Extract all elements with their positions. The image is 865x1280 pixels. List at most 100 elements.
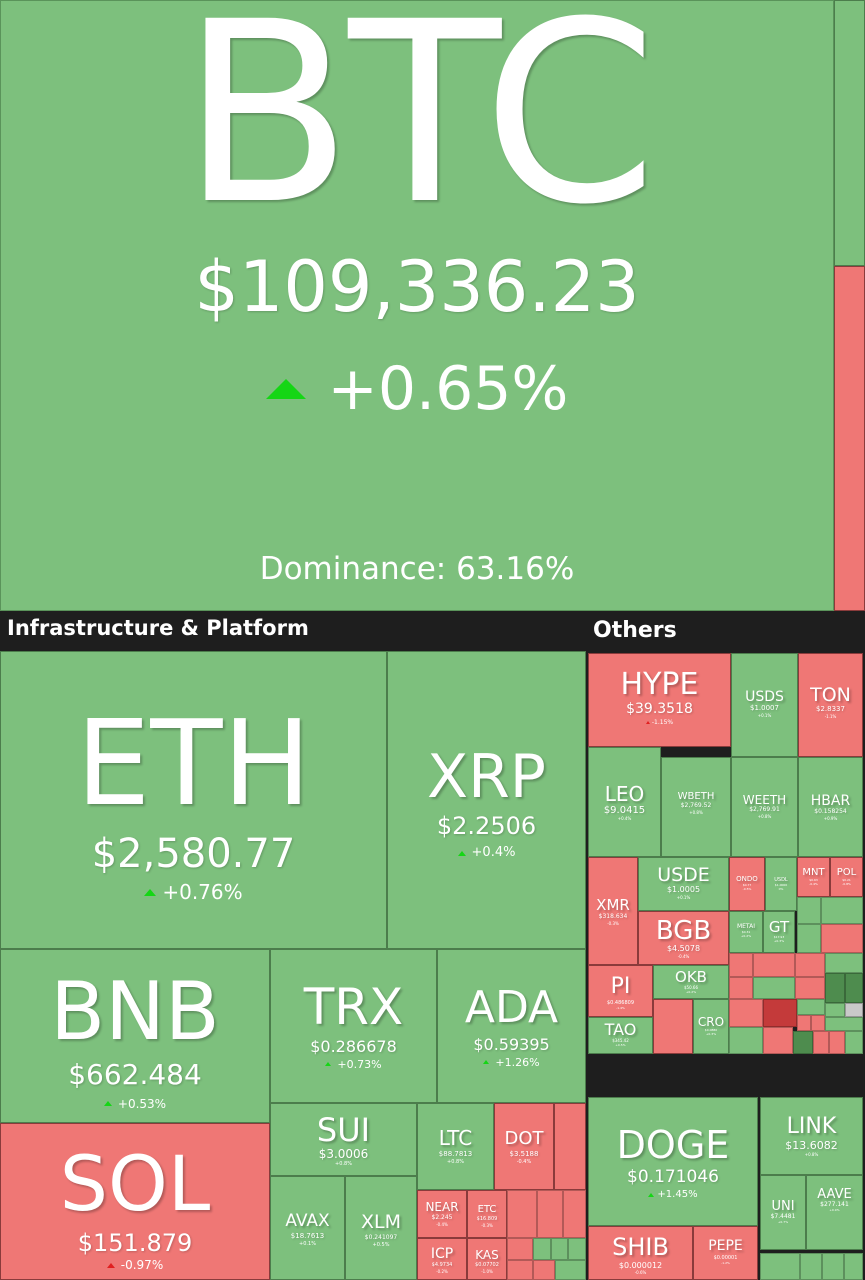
tile-icp[interactable]: ICP $4.9734 -0.2%: [417, 1238, 467, 1280]
pi-price: $0.486809: [606, 1000, 635, 1006]
tile-small[interactable]: [507, 1190, 537, 1238]
tile-small[interactable]: [811, 1015, 825, 1031]
tile-small[interactable]: [555, 1260, 586, 1280]
tile-small[interactable]: [533, 1238, 551, 1260]
tile-leo[interactable]: LEO $9.0415 +0.4%: [588, 747, 661, 857]
dot-symbol: DOT: [504, 1128, 544, 1149]
tile-small[interactable]: [825, 1003, 845, 1017]
tile-pepe[interactable]: PEPE $0.00001 -1.2%: [693, 1226, 758, 1280]
tile-small[interactable]: [753, 977, 795, 999]
tile-btc[interactable]: BTC $109,336.23 +0.65% Dominance: 63.16%: [0, 0, 834, 611]
tile-small[interactable]: [753, 953, 795, 977]
hype-change: -1.15%: [651, 719, 674, 727]
tile-sui[interactable]: SUI $3.0006 +0.8%: [270, 1103, 417, 1176]
tile-tao[interactable]: TAO $345.42 +0.5%: [588, 1017, 653, 1054]
tile-small[interactable]: [729, 953, 753, 977]
tile-near[interactable]: NEAR $2.245 -0.4%: [417, 1190, 467, 1238]
sol-symbol: SOL: [59, 1139, 211, 1228]
tile-metai[interactable]: METAI $0.31 +0.2%: [729, 911, 763, 953]
tile-small[interactable]: [653, 999, 693, 1054]
tile-small[interactable]: [507, 1238, 533, 1260]
tile-okb[interactable]: OKB $50.66 +0.2%: [653, 965, 729, 999]
tile-small[interactable]: [533, 1260, 555, 1280]
tile-small[interactable]: [563, 1190, 586, 1238]
tile-small[interactable]: [845, 1003, 863, 1017]
tile-small[interactable]: [729, 1027, 763, 1054]
tile-small[interactable]: [795, 977, 825, 999]
tile-small[interactable]: [763, 1027, 793, 1054]
tile-aave[interactable]: AAVE $277.141 +0.9%: [806, 1175, 863, 1250]
tile-weeth[interactable]: WEETH $2,769.91 +0.8%: [731, 757, 798, 857]
usdl-change: 0%: [778, 887, 784, 891]
tile-ada[interactable]: ADA $0.59395 +1.26%: [437, 949, 586, 1103]
tile-small[interactable]: [800, 1253, 822, 1280]
tile-wbeth[interactable]: WBETH $2,769.52 +0.8%: [661, 757, 731, 857]
tile-small[interactable]: [844, 1253, 863, 1280]
tile-dot[interactable]: DOT $3.5188 -0.4%: [494, 1103, 554, 1190]
tile-small[interactable]: [763, 999, 797, 1027]
tile-small[interactable]: [551, 1238, 568, 1260]
tile-small[interactable]: [797, 924, 821, 953]
tile-small[interactable]: [568, 1238, 586, 1260]
tile-xrp[interactable]: XRP $2.2506 +0.4%: [387, 651, 586, 949]
hbar-change: +0.9%: [823, 815, 838, 821]
tile-small[interactable]: [825, 1017, 863, 1031]
tile-small[interactable]: [821, 897, 863, 924]
tile-xmr[interactable]: XMR $318.634 -0.3%: [588, 857, 638, 965]
tile-small[interactable]: [729, 977, 753, 999]
tile-ton[interactable]: TON $2.8337 -1.1%: [798, 653, 863, 757]
hbar-symbol: HBAR: [810, 793, 851, 809]
tile-small[interactable]: [829, 1031, 845, 1054]
tile-edge-red[interactable]: [834, 266, 865, 611]
tile-usde[interactable]: USDE $1.0005 +0.1%: [638, 857, 729, 911]
tile-small[interactable]: [813, 1031, 829, 1054]
tile-small[interactable]: [797, 1015, 811, 1031]
tile-mnt[interactable]: MNT $0.63 -0.4%: [797, 857, 830, 897]
tile-small[interactable]: [537, 1190, 563, 1238]
tile-uni[interactable]: UNI $7.4481 +0.7%: [760, 1175, 806, 1250]
tile-small[interactable]: [793, 1031, 813, 1054]
tile-edge-green[interactable]: [834, 0, 865, 266]
tile-ondo[interactable]: ONDO $0.77 -0.5%: [729, 857, 765, 911]
tile-usds[interactable]: USDS $1.0007 +0.1%: [731, 653, 798, 757]
tile-doge[interactable]: DOGE $0.171046 +1.45%: [588, 1097, 758, 1226]
tile-eth[interactable]: ETH $2,580.77 +0.76%: [0, 651, 387, 949]
weeth-price: $2,769.91: [749, 806, 780, 813]
tile-link[interactable]: LINK $13.6082 +0.8%: [760, 1097, 863, 1175]
tile-shib[interactable]: SHIB $0.000012 -0.6%: [588, 1226, 693, 1280]
tile-avax[interactable]: AVAX $18.7613 +0.1%: [270, 1176, 345, 1280]
dot-price: $3.5188: [509, 1150, 539, 1158]
tile-small[interactable]: [825, 973, 845, 1003]
tile-xlm[interactable]: XLM $0.241097 +0.5%: [345, 1176, 417, 1280]
tile-small[interactable]: [554, 1103, 586, 1190]
tile-etc[interactable]: ETC $16.809 -0.3%: [467, 1190, 507, 1238]
tile-ltc[interactable]: LTC $88.7813 +0.8%: [417, 1103, 494, 1190]
section-header-others: Others: [586, 611, 865, 651]
ltc-change: +0.8%: [447, 1158, 464, 1165]
tile-kas[interactable]: KAS $0.07702 -1.0%: [467, 1238, 507, 1280]
aave-symbol: AAVE: [817, 1187, 852, 1202]
tile-small[interactable]: [845, 1031, 863, 1054]
tile-small[interactable]: [821, 924, 863, 953]
tile-small[interactable]: [797, 999, 825, 1015]
tile-trx[interactable]: TRX $0.286678 +0.73%: [270, 949, 437, 1103]
doge-symbol: DOGE: [616, 1123, 730, 1167]
tile-small[interactable]: [795, 953, 825, 977]
tile-hype[interactable]: HYPE $39.3518 -1.15%: [588, 653, 731, 747]
tile-small[interactable]: [507, 1260, 533, 1280]
tile-pi[interactable]: PI $0.486809 -1.4%: [588, 965, 653, 1017]
tile-small[interactable]: [729, 999, 763, 1027]
tile-sol[interactable]: SOL $151.879 -0.97%: [0, 1123, 270, 1280]
tile-hbar[interactable]: HBAR $0.158254 +0.9%: [798, 757, 863, 857]
tile-pol[interactable]: POL $0.21 -0.8%: [830, 857, 863, 897]
tile-cro[interactable]: CRO $0.0880 +0.3%: [693, 999, 729, 1054]
tile-small[interactable]: [825, 953, 863, 973]
tile-usdl[interactable]: USDL $1.0000 0%: [765, 857, 797, 911]
tile-bgb[interactable]: BGB $4.5078 -0.4%: [638, 911, 729, 965]
tile-small[interactable]: [822, 1253, 844, 1280]
tile-small[interactable]: [845, 973, 863, 1003]
tile-small[interactable]: [760, 1253, 800, 1280]
tile-small[interactable]: [797, 897, 821, 924]
tile-bnb[interactable]: BNB $662.484 +0.53%: [0, 949, 270, 1123]
tile-gt[interactable]: GT $17.93 +0.3%: [763, 911, 795, 953]
